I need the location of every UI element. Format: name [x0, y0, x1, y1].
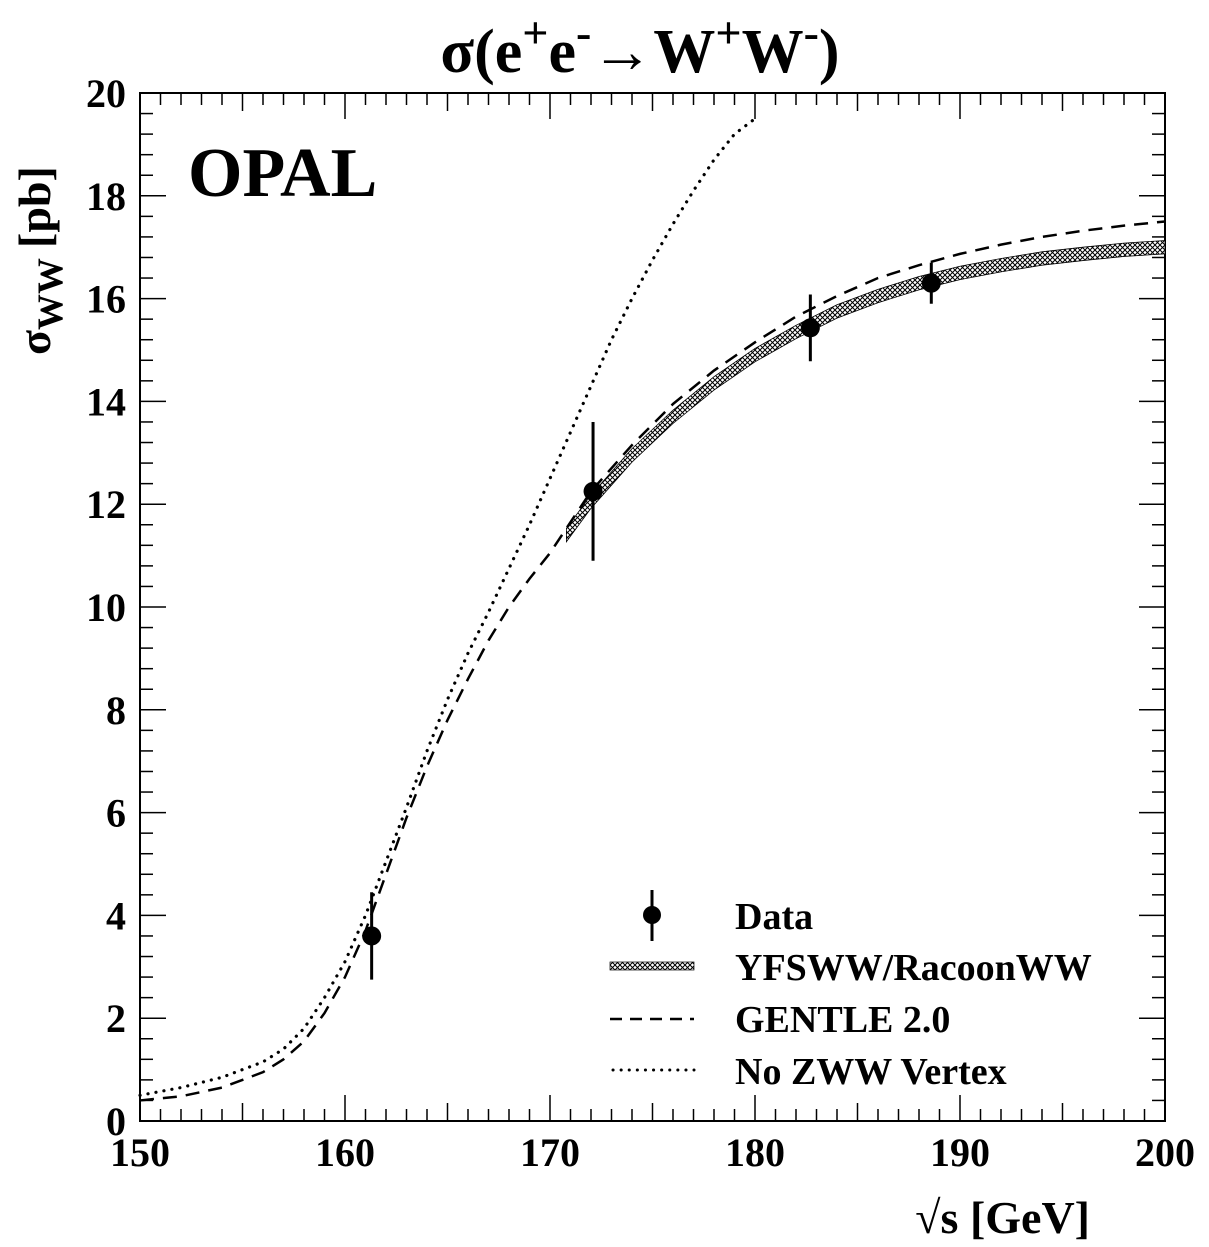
- series-band-yfsww: [566, 240, 1166, 543]
- legend-label-data: Data: [735, 896, 813, 938]
- title-sup-4: -: [804, 7, 819, 58]
- legend-label-gentle: GENTLE 2.0: [735, 999, 950, 1041]
- y-tick-label: 6: [106, 791, 126, 836]
- data-point-marker: [800, 318, 820, 338]
- experiment-label: OPAL: [188, 135, 377, 212]
- y-tick-label: 10: [86, 585, 126, 630]
- y-tick-label: 12: [86, 482, 126, 527]
- title-sup-3: +: [715, 7, 741, 58]
- legend-label-nozww: No ZWW Vertex: [735, 1051, 1007, 1093]
- series-line-gentle: [139, 220, 1166, 1102]
- title-sup-2: -: [576, 7, 591, 58]
- y-tick-label: 0: [106, 1099, 126, 1144]
- y-axis-label: σWW [pb]: [9, 166, 70, 355]
- y-tick-label: 8: [106, 688, 126, 733]
- y-axis-label-sub: WW: [30, 258, 70, 330]
- x-tick-label: 160: [315, 1130, 375, 1175]
- title-prefix: σ(e: [440, 18, 522, 86]
- title-sup-1: +: [522, 7, 548, 58]
- curves-layer: [138, 117, 1166, 1102]
- chart-title: σ(e+e-→W+W-): [440, 7, 839, 86]
- title-suffix: ): [819, 18, 840, 86]
- data-point-marker: [583, 481, 603, 501]
- series-line-nozww: [138, 117, 757, 1097]
- y-tick-label: 14: [86, 379, 126, 424]
- y-tick-label: 16: [86, 277, 126, 322]
- title-mid-2: →W: [591, 18, 715, 86]
- legend-data-marker: [643, 906, 661, 924]
- x-tick-label: 150: [110, 1130, 170, 1175]
- x-tick-label: 180: [725, 1130, 785, 1175]
- x-tick-label: 170: [520, 1130, 580, 1175]
- title-mid-3: W: [742, 18, 804, 86]
- data-point-marker: [362, 926, 382, 946]
- y-axis-label-unit: [pb]: [9, 166, 60, 248]
- axis-tick-labels: 150 160 170 180 190 200 0 2 4 6 8 10 12 14 16 18 20: [86, 71, 1195, 1175]
- y-tick-label: 18: [86, 174, 126, 219]
- y-tick-label: 2: [106, 996, 126, 1041]
- x-tick-label: 190: [930, 1130, 990, 1175]
- legend-band-swatch: [609, 961, 695, 971]
- x-axis-label: √s [GeV]: [915, 1192, 1090, 1243]
- data-point-marker: [921, 273, 941, 293]
- y-axis-label-main: σ: [9, 330, 60, 355]
- legend: Data YFSWW/RacoonWW GENTLE 2.0 No ZWW Ve…: [609, 890, 1092, 1093]
- y-tick-label: 4: [106, 893, 126, 938]
- x-tick-label: 200: [1135, 1130, 1195, 1175]
- y-tick-label: 20: [86, 71, 126, 116]
- data-points-layer: [362, 262, 941, 980]
- title-mid-1: e: [549, 18, 577, 86]
- axis-ticks: [139, 92, 1166, 1122]
- legend-label-yfsww: YFSWW/RacoonWW: [735, 947, 1092, 989]
